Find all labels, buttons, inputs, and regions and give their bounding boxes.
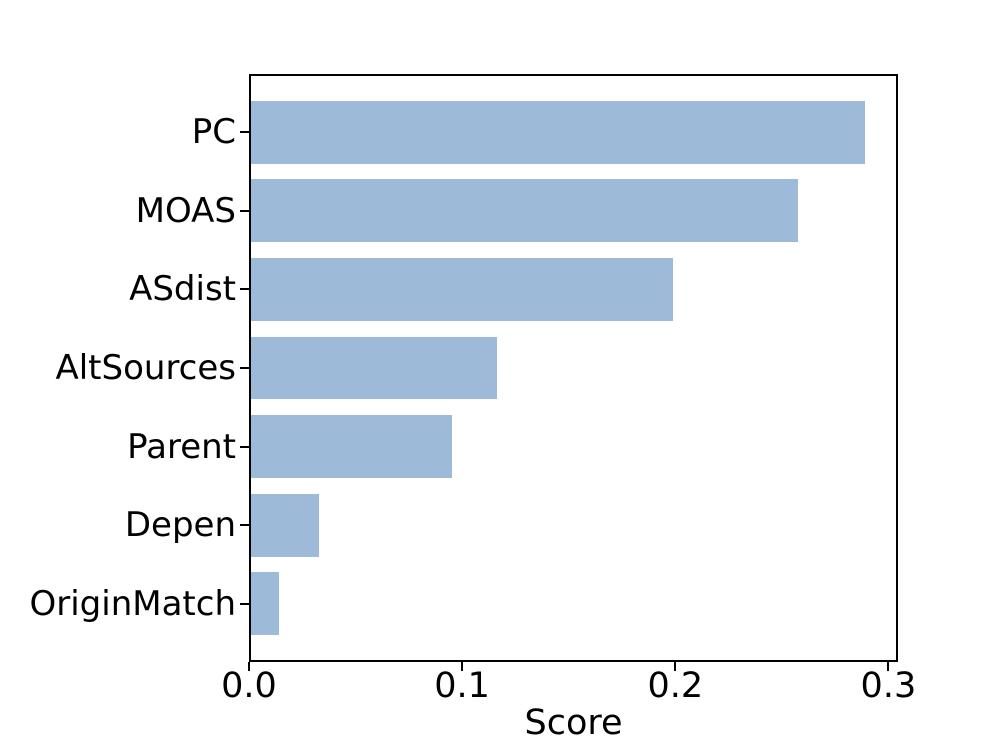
bar-depen bbox=[251, 493, 319, 557]
y-tick-mark bbox=[240, 367, 249, 369]
y-tick-label: ASdist bbox=[129, 269, 236, 310]
bar-altsources bbox=[251, 336, 497, 400]
y-tick-label: Parent bbox=[127, 426, 236, 467]
bar-moas bbox=[251, 179, 798, 243]
y-tick-mark bbox=[240, 524, 249, 527]
x-tick-mark bbox=[887, 662, 890, 671]
bar-originmatch bbox=[251, 572, 279, 636]
y-tick-mark bbox=[240, 288, 249, 291]
y-tick-label: MOAS bbox=[135, 190, 236, 231]
bar-pc bbox=[251, 100, 866, 164]
bar-parent bbox=[251, 415, 453, 479]
x-axis-label: Score bbox=[524, 703, 623, 743]
x-tick-label: 0.2 bbox=[647, 666, 704, 706]
y-tick-mark bbox=[240, 445, 249, 448]
y-tick-mark bbox=[240, 602, 249, 605]
bar-asdist bbox=[251, 257, 673, 321]
x-tick-label: 0.1 bbox=[434, 666, 490, 706]
y-tick-label: Depen bbox=[124, 505, 236, 546]
x-tick-label: 0.3 bbox=[860, 666, 917, 706]
x-tick-label: 0.0 bbox=[221, 666, 277, 706]
x-tick-mark bbox=[461, 662, 464, 671]
y-tick-label: AltSources bbox=[55, 348, 236, 388]
y-tick-label: PC bbox=[191, 112, 236, 153]
y-tick-mark bbox=[240, 209, 249, 212]
x-tick-mark bbox=[248, 662, 250, 671]
y-tick-label: OriginMatch bbox=[29, 583, 236, 624]
x-tick-mark bbox=[674, 662, 677, 671]
y-tick-mark bbox=[240, 131, 249, 134]
